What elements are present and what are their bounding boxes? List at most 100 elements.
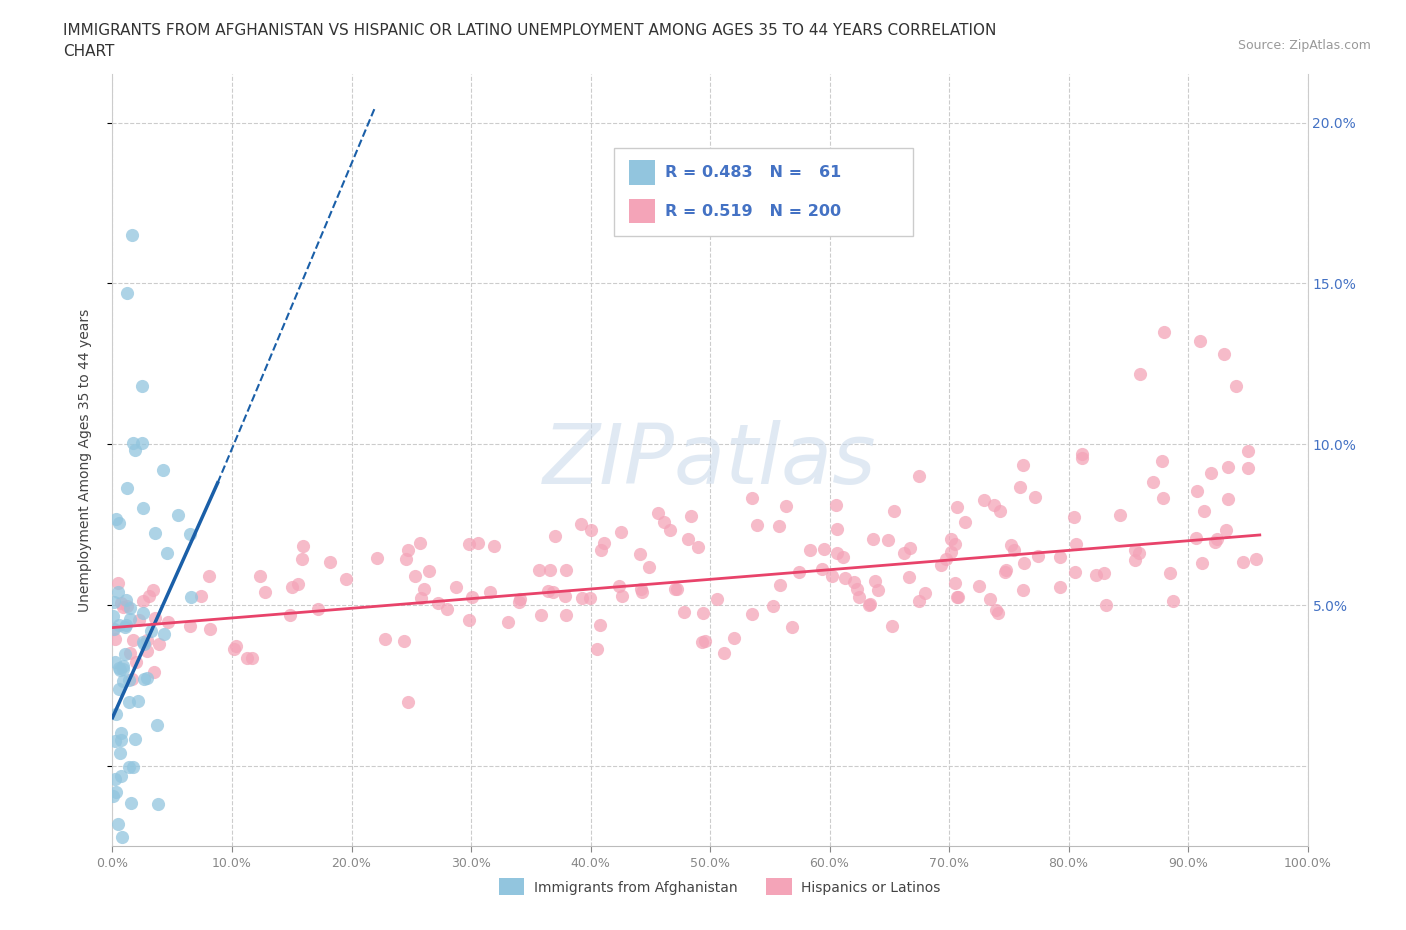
Point <box>1161 593 1184 608</box>
Point <box>482 538 505 553</box>
Point <box>104 771 127 786</box>
Point <box>581 523 603 538</box>
Point <box>114 619 136 634</box>
Point <box>745 518 768 533</box>
Point <box>1128 545 1150 560</box>
Point <box>156 615 179 630</box>
Point <box>132 605 155 620</box>
Point <box>461 590 484 604</box>
Point <box>110 768 132 783</box>
Point <box>988 503 1011 518</box>
Point <box>1092 565 1115 580</box>
Point <box>249 568 271 583</box>
Point <box>530 608 553 623</box>
Point <box>897 569 920 584</box>
Point <box>335 571 357 586</box>
Point <box>973 493 995 508</box>
Point <box>287 576 309 591</box>
Point <box>741 490 763 505</box>
Point <box>1064 565 1087 579</box>
Point <box>979 591 1001 606</box>
Point <box>111 659 134 674</box>
Point <box>631 585 654 600</box>
Point <box>569 517 592 532</box>
Point <box>844 575 866 590</box>
Point <box>153 627 176 642</box>
Point <box>418 564 440 578</box>
Point <box>108 662 131 677</box>
Point <box>908 469 931 484</box>
Point <box>124 443 146 458</box>
Point <box>395 551 418 566</box>
Point <box>554 589 576 604</box>
Point <box>941 545 963 560</box>
Point <box>409 536 432 551</box>
Point <box>537 583 560 598</box>
Point <box>666 581 689 596</box>
Point <box>118 695 141 710</box>
Point <box>1064 537 1087 551</box>
Point <box>588 618 610 632</box>
Point <box>457 537 479 551</box>
Point <box>103 789 125 804</box>
Point <box>148 636 170 651</box>
Point <box>112 599 135 614</box>
Point <box>179 527 201 542</box>
Point <box>1237 444 1260 458</box>
Point <box>108 516 131 531</box>
Point <box>1236 460 1258 475</box>
Point <box>880 618 903 633</box>
Point <box>630 582 652 597</box>
Point <box>693 633 716 648</box>
Point <box>1008 480 1031 495</box>
Point <box>939 531 962 546</box>
Point <box>115 481 138 496</box>
Point <box>111 830 134 844</box>
Point <box>225 639 247 654</box>
Point <box>1085 568 1108 583</box>
Point <box>862 532 884 547</box>
Point <box>1123 552 1146 567</box>
Point <box>122 633 145 648</box>
Point <box>1000 538 1022 552</box>
Point <box>496 614 519 629</box>
Point <box>138 589 160 604</box>
Point <box>1204 534 1226 549</box>
Point <box>1109 508 1132 523</box>
Point <box>953 514 976 529</box>
Point <box>132 671 155 686</box>
Point <box>1152 491 1174 506</box>
Point <box>1244 551 1267 566</box>
Point <box>509 591 531 606</box>
Point <box>240 650 263 665</box>
Point <box>1225 379 1247 393</box>
Point <box>396 542 419 557</box>
Point <box>180 590 202 604</box>
Point <box>105 784 128 799</box>
Point <box>769 578 792 592</box>
Point <box>1002 543 1025 558</box>
Point <box>110 733 132 748</box>
Point <box>780 620 803 635</box>
Point <box>540 563 562 578</box>
Point <box>908 593 931 608</box>
Bar <box>766 878 792 895</box>
Point <box>131 379 153 393</box>
Point <box>578 591 600 605</box>
Point <box>253 585 276 600</box>
Point <box>118 760 141 775</box>
Point <box>943 576 966 591</box>
Point <box>969 578 991 593</box>
Point <box>868 583 890 598</box>
Point <box>1213 347 1236 362</box>
Point <box>799 543 821 558</box>
Point <box>120 796 142 811</box>
Point <box>458 612 481 627</box>
Point <box>115 618 138 632</box>
Point <box>110 746 132 761</box>
Point <box>319 554 342 569</box>
Text: ZIPatlas: ZIPatlas <box>543 419 877 501</box>
Point <box>110 726 132 741</box>
Point <box>1142 474 1164 489</box>
Point <box>131 435 153 450</box>
